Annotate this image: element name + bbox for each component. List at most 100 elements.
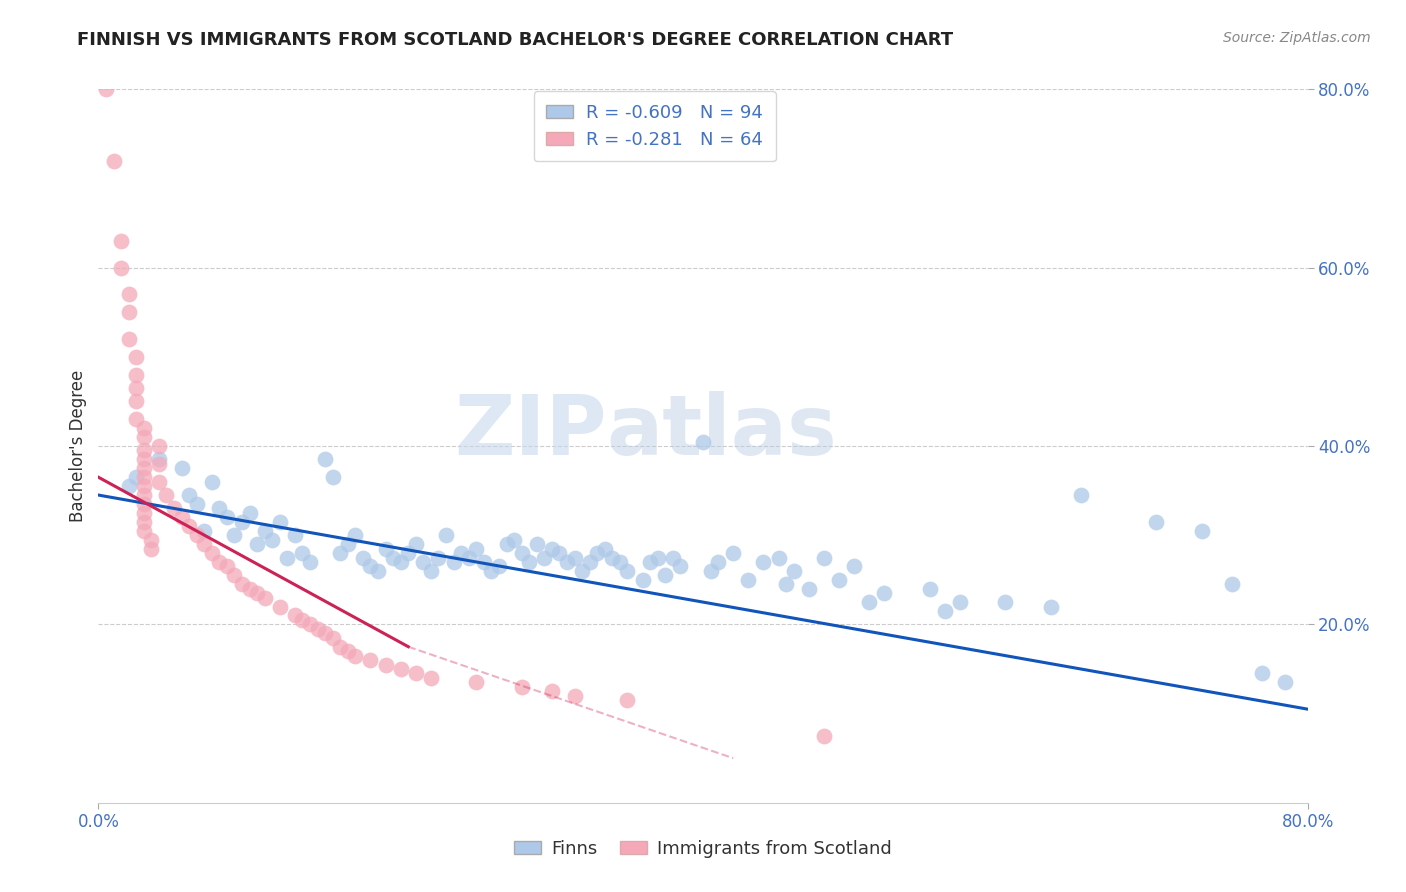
Point: [737, 573, 759, 587]
Point: [336, 537, 359, 551]
Point: [179, 488, 201, 502]
Text: atlas: atlas: [606, 392, 837, 472]
Point: [148, 452, 170, 467]
Point: [336, 644, 359, 658]
Point: [360, 559, 382, 574]
Point: [246, 586, 269, 600]
Point: [858, 595, 880, 609]
Point: [578, 555, 600, 569]
Point: [110, 260, 132, 275]
Point: [723, 546, 745, 560]
Point: [510, 680, 533, 694]
Point: [299, 555, 322, 569]
Point: [193, 537, 215, 551]
Point: [110, 234, 132, 248]
Point: [224, 528, 246, 542]
Point: [155, 488, 177, 502]
Point: [873, 586, 896, 600]
Point: [118, 287, 141, 301]
Point: [253, 524, 276, 538]
Point: [631, 573, 654, 587]
Point: [262, 533, 284, 547]
Point: [148, 439, 170, 453]
Point: [457, 550, 479, 565]
Point: [389, 662, 412, 676]
Point: [661, 550, 683, 565]
Point: [125, 470, 148, 484]
Point: [586, 546, 609, 560]
Point: [329, 640, 352, 654]
Point: [360, 653, 382, 667]
Point: [307, 622, 329, 636]
Point: [571, 564, 593, 578]
Point: [994, 595, 1017, 609]
Point: [132, 479, 155, 493]
Point: [170, 510, 193, 524]
Point: [654, 568, 676, 582]
Point: [163, 501, 186, 516]
Legend: Finns, Immigrants from Scotland: Finns, Immigrants from Scotland: [506, 833, 900, 865]
Text: FINNISH VS IMMIGRANTS FROM SCOTLAND BACHELOR'S DEGREE CORRELATION CHART: FINNISH VS IMMIGRANTS FROM SCOTLAND BACH…: [77, 31, 953, 49]
Point: [314, 452, 336, 467]
Point: [564, 550, 586, 565]
Point: [132, 430, 155, 444]
Point: [420, 564, 443, 578]
Point: [602, 550, 624, 565]
Text: ZIP: ZIP: [454, 392, 606, 472]
Point: [405, 537, 427, 551]
Point: [949, 595, 972, 609]
Point: [389, 555, 412, 569]
Point: [246, 537, 269, 551]
Point: [239, 506, 262, 520]
Point: [434, 528, 457, 542]
Point: [118, 305, 141, 319]
Point: [593, 541, 616, 556]
Point: [427, 550, 450, 565]
Point: [253, 591, 276, 605]
Point: [564, 689, 586, 703]
Point: [269, 515, 291, 529]
Point: [125, 368, 148, 382]
Point: [132, 515, 155, 529]
Point: [367, 564, 389, 578]
Point: [291, 613, 314, 627]
Point: [768, 550, 790, 565]
Point: [208, 501, 231, 516]
Point: [322, 470, 344, 484]
Point: [669, 559, 692, 574]
Point: [314, 626, 336, 640]
Point: [344, 648, 367, 663]
Point: [269, 599, 291, 614]
Point: [179, 519, 201, 533]
Point: [148, 475, 170, 489]
Point: [495, 537, 517, 551]
Point: [813, 550, 835, 565]
Point: [132, 452, 155, 467]
Point: [707, 555, 730, 569]
Point: [94, 82, 117, 96]
Point: [224, 568, 246, 582]
Text: Source: ZipAtlas.com: Source: ZipAtlas.com: [1223, 31, 1371, 45]
Point: [186, 528, 208, 542]
Point: [465, 541, 488, 556]
Y-axis label: Bachelor's Degree: Bachelor's Degree: [69, 370, 87, 522]
Point: [132, 421, 155, 435]
Point: [844, 559, 866, 574]
Point: [103, 153, 125, 168]
Point: [443, 555, 465, 569]
Point: [616, 693, 638, 707]
Point: [118, 332, 141, 346]
Point: [125, 381, 148, 395]
Point: [148, 457, 170, 471]
Point: [752, 555, 775, 569]
Point: [215, 510, 238, 524]
Point: [132, 461, 155, 475]
Point: [540, 684, 562, 698]
Point: [284, 528, 307, 542]
Point: [488, 559, 510, 574]
Point: [405, 666, 427, 681]
Point: [125, 394, 148, 409]
Point: [828, 573, 851, 587]
Point: [215, 559, 238, 574]
Point: [344, 528, 367, 542]
